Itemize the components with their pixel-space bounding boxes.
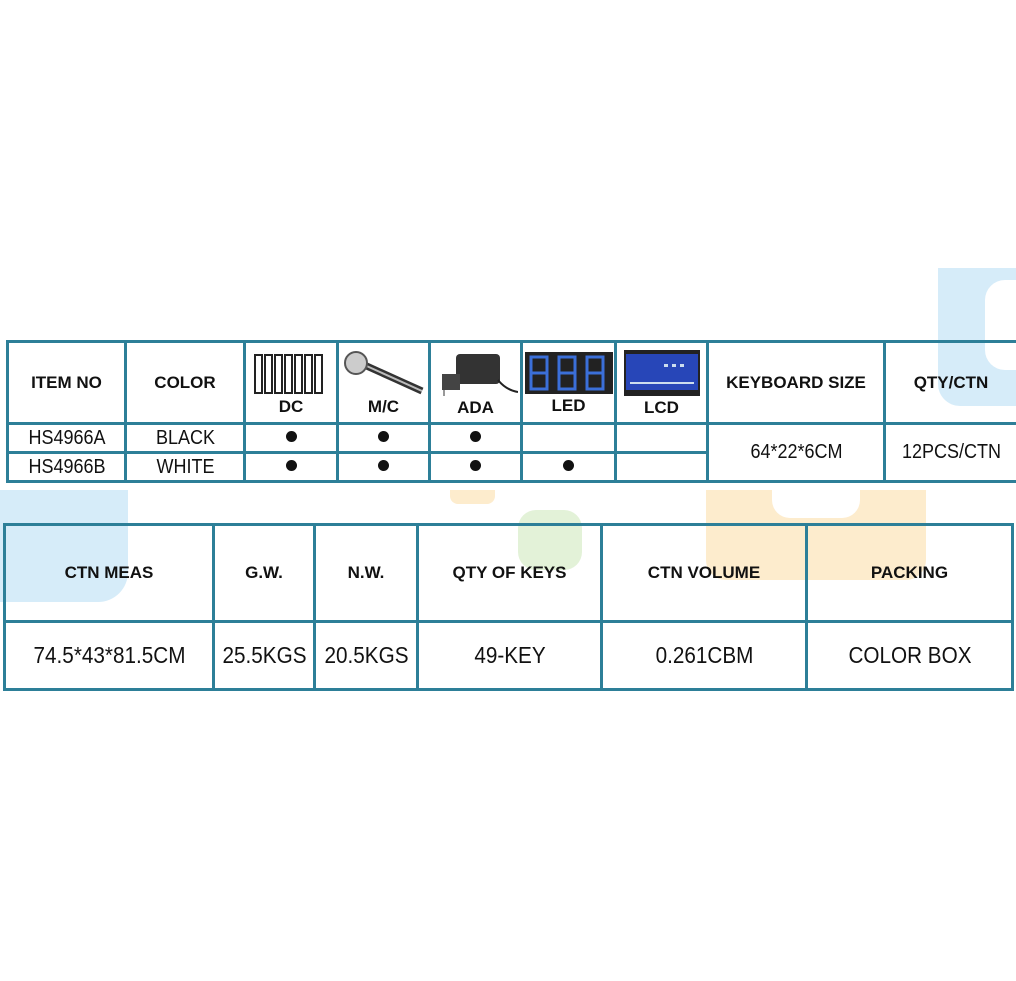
table-row: HS4966B WHITE <box>8 451 1016 483</box>
header-gw: G.W. <box>212 523 316 623</box>
header-ada: ADA <box>428 340 523 425</box>
header-dc-label: DC <box>278 396 304 416</box>
qty-ctn-cell: 12PCS/CTN <box>889 422 1013 483</box>
keyboard-size-cell: 64*22*6CM <box>714 422 877 483</box>
led-cell <box>520 451 617 483</box>
adapter-icon <box>441 353 518 396</box>
nw-cell: 20.5KGS <box>318 620 414 691</box>
header-lcd-label: LCD <box>644 397 679 417</box>
led-display-icon <box>524 351 613 394</box>
header-ada-label: ADA <box>457 397 494 417</box>
background-shape-orange-cutout <box>772 490 860 518</box>
header-mc-label: M/C <box>367 396 400 416</box>
feature-dot-icon <box>470 460 481 471</box>
color-cell: BLACK <box>130 422 240 454</box>
feature-dot-icon <box>378 431 389 442</box>
header-item-no: ITEM NO <box>6 340 127 425</box>
header-mc: M/C <box>336 340 431 425</box>
feature-dot-icon <box>470 431 481 442</box>
ctn-meas-cell: 74.5*43*81.5CM <box>13 620 205 691</box>
batteries-icon <box>254 353 323 394</box>
header-qty-of-keys: QTY OF KEYS <box>416 523 603 623</box>
color-cell: WHITE <box>130 451 240 483</box>
table-row: HS4966A BLACK 64*22*6CM 12PCS/CTN <box>8 422 1016 483</box>
feature-dot-icon <box>285 431 297 442</box>
ada-cell <box>428 451 523 483</box>
header-nw: N.W. <box>313 523 419 623</box>
header-qty-ctn: QTY/CTN <box>883 340 1016 425</box>
header-led-label: LED <box>551 395 586 415</box>
feature-dot-icon <box>378 460 389 471</box>
item-no-cell: HS4966B <box>12 451 121 483</box>
header-led: LED <box>520 340 617 425</box>
header-ctn-volume: CTN VOLUME <box>600 523 808 623</box>
qty-of-keys-cell: 49-KEY <box>425 620 594 691</box>
header-color: COLOR <box>124 340 246 425</box>
table-row: 74.5*43*81.5CM 25.5KGS 20.5KGS 49-KEY 0.… <box>5 620 1013 691</box>
header-keyboard-size: KEYBOARD SIZE <box>706 340 886 425</box>
mc-cell <box>336 422 431 454</box>
feature-dot-icon <box>285 460 297 471</box>
microphone-icon <box>343 350 423 394</box>
mc-cell <box>336 451 431 483</box>
dc-cell <box>243 451 339 483</box>
lcd-cell <box>614 451 709 483</box>
background-shape-yellow <box>450 490 495 504</box>
lcd-display-icon <box>623 349 700 396</box>
ctn-volume-cell: 0.261CBM <box>610 620 798 691</box>
feature-dot-icon <box>563 460 574 471</box>
header-ctn-meas: CTN MEAS <box>3 523 215 623</box>
item-no-cell: HS4966A <box>12 422 121 454</box>
ada-cell <box>428 422 523 454</box>
dc-cell <box>243 422 339 454</box>
lcd-cell <box>614 422 709 454</box>
carton-table: CTN MEAS G.W. N.W. QTY OF KEYS CTN VOLUM… <box>3 523 1014 691</box>
header-dc: DC <box>243 340 339 425</box>
header-packing: PACKING <box>805 523 1014 623</box>
spec-table: ITEM NO COLOR DC M/C ADA LED LCD KEYBOAR… <box>6 340 1016 483</box>
led-cell <box>520 422 617 454</box>
header-lcd: LCD <box>614 340 709 425</box>
gw-cell: 25.5KGS <box>217 620 311 691</box>
packing-cell: COLOR BOX <box>815 620 1004 691</box>
